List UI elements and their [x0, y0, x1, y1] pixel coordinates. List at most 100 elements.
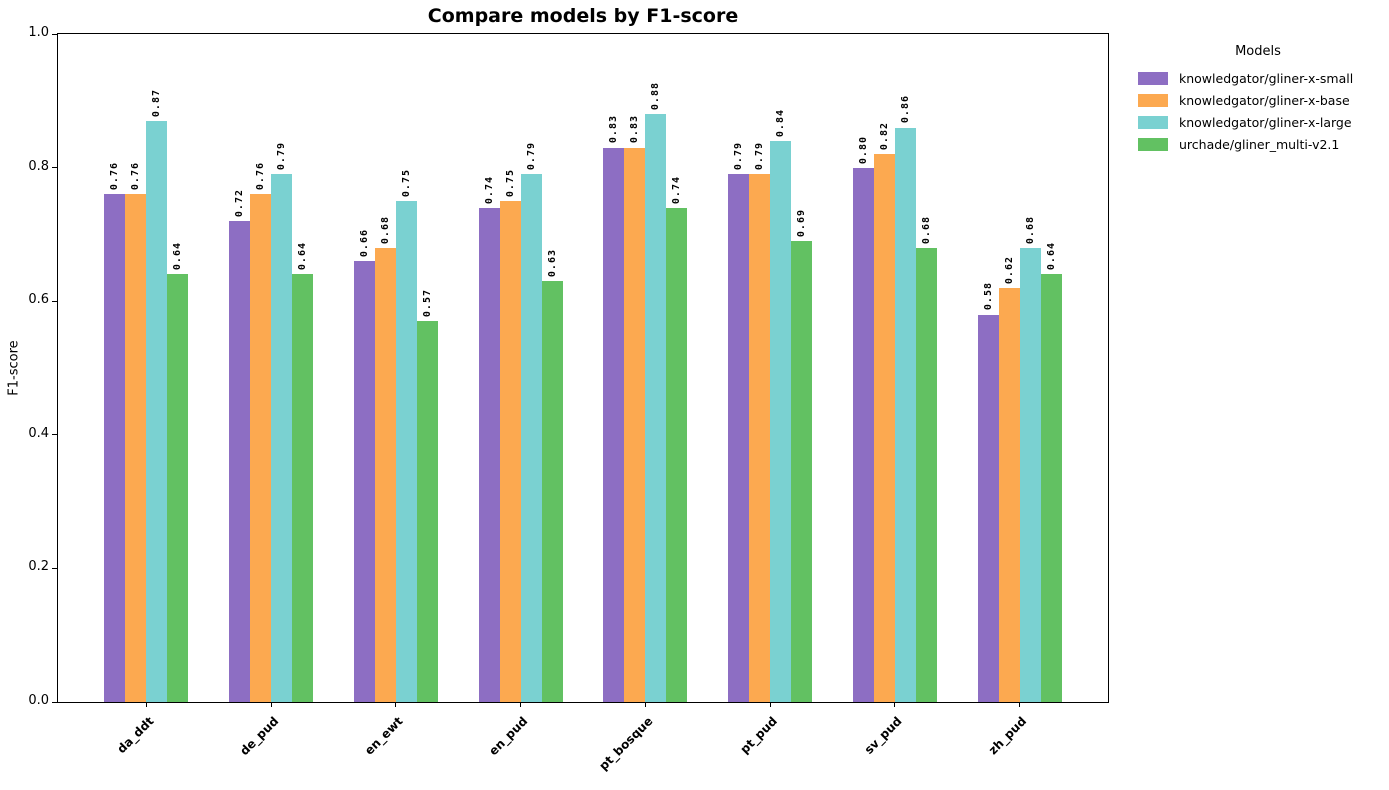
x-tick-mark — [270, 702, 272, 707]
legend-label: knowledgator/gliner-x-base — [1179, 92, 1350, 108]
bar — [998, 287, 1020, 702]
bar — [541, 281, 563, 702]
x-tick-label: sv_pud — [861, 714, 905, 757]
bar — [146, 120, 168, 702]
bar-value-label: 0.88 — [650, 82, 662, 111]
x-tick-mark — [644, 702, 646, 707]
bar-value-label: 0.84 — [775, 108, 787, 137]
x-tick-mark — [769, 702, 771, 707]
bar — [499, 201, 521, 702]
legend-entries: knowledgator/gliner-x-small knowledgator/… — [1138, 70, 1378, 152]
y-tick-label: 0.2 — [28, 559, 49, 575]
legend-label: urchade/gliner_multi-v2.1 — [1179, 136, 1340, 152]
legend-row: urchade/gliner_multi-v2.1 — [1138, 136, 1378, 152]
bar — [478, 207, 500, 702]
y-tick-mark — [52, 434, 57, 436]
bar-value-label: 0.68 — [920, 215, 932, 244]
x-tick-label: da_ddt — [114, 714, 157, 757]
bar-value-label: 0.83 — [608, 115, 620, 144]
bar — [520, 174, 542, 702]
bar-value-label: 0.76 — [130, 162, 142, 191]
bar — [271, 174, 293, 702]
bar-value-label: 0.58 — [982, 282, 994, 311]
bar-value-label: 0.76 — [109, 162, 121, 191]
bar — [374, 247, 396, 702]
bar — [603, 147, 625, 702]
bar — [167, 274, 189, 702]
x-tick-label: pt_pud — [737, 714, 781, 757]
legend-label: knowledgator/gliner-x-small — [1179, 70, 1354, 86]
legend-title: Models — [1235, 44, 1281, 59]
y-tick-label: 0.6 — [28, 292, 49, 308]
legend-row: knowledgator/gliner-x-base — [1138, 92, 1378, 108]
legend: Models knowledgator/gliner-x-small knowle… — [1138, 44, 1378, 159]
bar — [416, 321, 438, 702]
x-tick-mark — [1019, 702, 1021, 707]
bar-value-label: 0.79 — [525, 142, 537, 171]
x-tick-label: en_pud — [486, 714, 531, 759]
bar-value-label: 0.74 — [671, 175, 683, 204]
legend-row: knowledgator/gliner-x-large — [1138, 114, 1378, 130]
legend-swatch-icon — [1138, 137, 1168, 151]
chart-title: Compare models by F1-score — [427, 5, 739, 27]
x-tick-mark — [520, 702, 522, 707]
bar-value-label: 0.87 — [151, 88, 163, 117]
bar — [791, 241, 813, 702]
x-tick-label: pt_bosque — [596, 714, 656, 774]
bar-value-label: 0.83 — [629, 115, 641, 144]
bar-value-label: 0.79 — [276, 142, 288, 171]
bar — [229, 221, 251, 702]
bar — [125, 194, 147, 702]
bar — [104, 194, 126, 702]
bar-value-label: 0.68 — [1024, 215, 1036, 244]
y-tick-mark — [52, 167, 57, 169]
bar — [728, 174, 750, 702]
bar-value-label: 0.72 — [234, 188, 246, 218]
bar — [292, 274, 314, 702]
bar — [624, 147, 646, 702]
y-tick-mark — [52, 300, 57, 302]
bar-value-label: 0.74 — [483, 175, 495, 204]
bar — [666, 207, 688, 702]
bar-value-label: 0.64 — [1045, 242, 1057, 271]
bar-value-label: 0.64 — [297, 242, 309, 271]
bar-value-label: 0.80 — [857, 135, 869, 164]
bar — [749, 174, 771, 702]
legend-row: knowledgator/gliner-x-small — [1138, 70, 1378, 86]
y-tick-label: 0.8 — [28, 158, 49, 174]
legend-swatch-icon — [1138, 93, 1168, 107]
bar — [894, 127, 916, 702]
y-tick-label: 0.0 — [28, 693, 49, 708]
bar — [770, 140, 792, 702]
bar-value-label: 0.76 — [255, 162, 267, 191]
bar-value-label: 0.68 — [379, 215, 391, 244]
bar-value-label: 0.82 — [878, 122, 890, 151]
bar — [915, 247, 937, 702]
y-tick-mark — [52, 33, 57, 35]
x-tick-mark — [145, 702, 147, 707]
y-tick-label: 0.4 — [28, 425, 49, 441]
plot-area: 0.0 0.2 0.4 0.6 0.8 1.0 0.76 0.76 0.87 0.64 da_ddt… — [28, 25, 1109, 773]
bar-value-label: 0.57 — [421, 289, 433, 318]
bar-value-label: 0.79 — [754, 142, 766, 171]
bar-value-label: 0.62 — [1003, 255, 1015, 284]
x-tick-mark — [395, 702, 397, 707]
y-tick-mark — [52, 701, 57, 703]
y-tick-mark — [52, 567, 57, 569]
bar-value-label: 0.79 — [733, 142, 745, 171]
bar-value-label: 0.66 — [358, 229, 370, 258]
bar-value-label: 0.86 — [899, 95, 911, 124]
x-tick-label: de_pud — [236, 714, 282, 759]
bar — [977, 314, 999, 702]
x-tick-label: en_ewt — [362, 714, 406, 758]
bar — [1040, 274, 1062, 702]
legend-label: knowledgator/gliner-x-large — [1179, 114, 1352, 130]
y-tick-label: 1.0 — [28, 25, 49, 40]
bar — [852, 167, 874, 702]
y-axis-label: F1-score — [6, 340, 22, 396]
bar-value-label: 0.63 — [546, 249, 558, 278]
x-tick-label: zh_pud — [986, 714, 1030, 758]
legend-swatch-icon — [1138, 115, 1168, 129]
legend-swatch-icon — [1138, 71, 1168, 85]
